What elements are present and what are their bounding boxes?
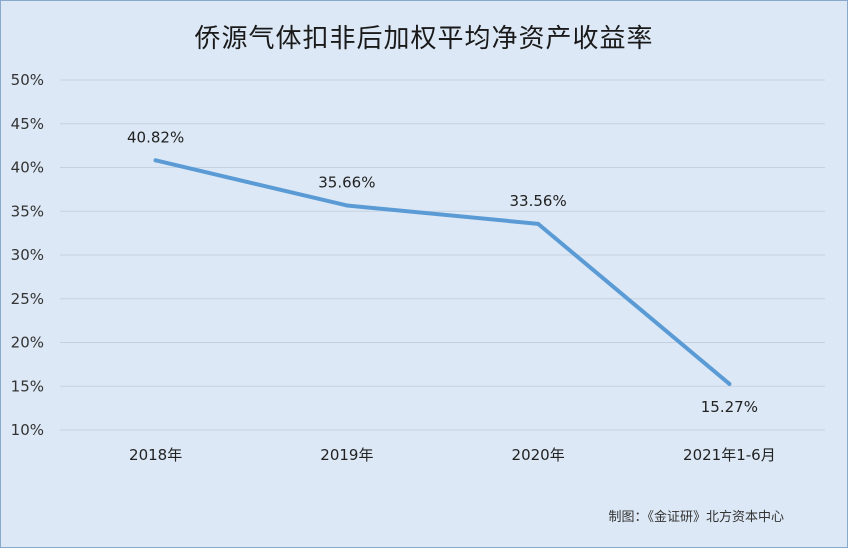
y-tick-label: 40% bbox=[11, 159, 44, 177]
y-tick-label: 25% bbox=[11, 290, 44, 308]
data-label: 33.56% bbox=[510, 192, 567, 210]
series-line bbox=[153, 158, 732, 386]
y-tick-label: 30% bbox=[11, 246, 44, 264]
chart-title: 侨源气体扣非后加权平均净资产收益率 bbox=[194, 24, 654, 54]
data-label: 35.66% bbox=[318, 173, 375, 191]
y-axis-ticks: 10% 15% 20% 25% 30% 35% 40% 45% 50% bbox=[11, 71, 44, 439]
data-point bbox=[153, 158, 158, 163]
source-credit: 制图：《金证研》北方资本中心 bbox=[608, 510, 784, 525]
data-label: 40.82% bbox=[127, 128, 184, 146]
series-group bbox=[153, 158, 732, 386]
y-tick-label: 35% bbox=[11, 202, 44, 220]
data-point bbox=[344, 203, 349, 208]
x-axis-ticks: 2018年 2019年 2020年 2021年1-6月 bbox=[129, 446, 776, 464]
y-tick-label: 10% bbox=[11, 421, 44, 439]
y-tick-label: 45% bbox=[11, 115, 44, 133]
data-point bbox=[536, 221, 541, 226]
y-tick-label: 50% bbox=[11, 71, 44, 89]
data-labels: 40.82% 35.66% 33.56% 15.27% bbox=[127, 128, 758, 416]
x-tick-label: 2018年 bbox=[129, 446, 182, 464]
y-tick-label: 15% bbox=[11, 377, 44, 395]
x-tick-label: 2019年 bbox=[320, 446, 373, 464]
data-label: 15.27% bbox=[701, 398, 758, 416]
y-tick-label: 20% bbox=[11, 334, 44, 352]
x-tick-label: 2021年1-6月 bbox=[683, 446, 776, 464]
x-tick-label: 2020年 bbox=[512, 446, 565, 464]
data-point bbox=[727, 381, 732, 386]
